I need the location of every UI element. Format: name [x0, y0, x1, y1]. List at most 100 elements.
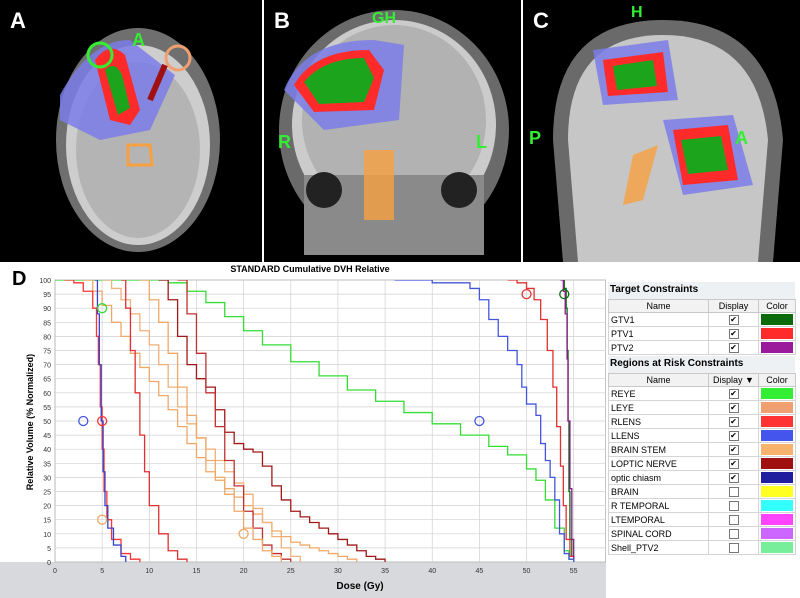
y-axis-ticks: 0 5 10 15 20 25 30 35 40 45 50 55 60 65 70 75 80 85 90 95 10…	[39, 278, 51, 567]
y-tick-label: 5	[47, 546, 51, 553]
display-checkbox[interactable]: ✔	[728, 342, 739, 353]
structure-name: Shell_PTV2	[608, 540, 709, 555]
display-checkbox[interactable]: ✔	[728, 472, 739, 483]
display-checkbox[interactable]	[728, 542, 739, 553]
panel-d: STANDARD Cumulative DVH Relative 0 5 10 15 2…	[0, 262, 800, 598]
color-swatch	[761, 416, 793, 427]
table-row[interactable]: PTV2 ✔	[608, 340, 796, 355]
color-cell[interactable]	[758, 540, 796, 555]
dvh-curve	[507, 280, 575, 562]
display-checkbox[interactable]: ✔	[728, 388, 739, 399]
table-row[interactable]: LEYE ✔	[608, 400, 796, 415]
table-row[interactable]: GTV1 ✔	[608, 312, 796, 327]
structure-name: R TEMPORAL	[608, 498, 709, 513]
panel-c-letter: C	[533, 8, 549, 33]
x-tick-label: 15	[193, 568, 201, 575]
column-header-color[interactable]: Color	[758, 373, 796, 387]
display-checkbox[interactable]	[728, 528, 739, 539]
x-tick-label: 40	[428, 568, 436, 575]
color-cell[interactable]	[758, 414, 796, 429]
display-cell: ✔	[708, 400, 759, 415]
color-swatch	[761, 314, 793, 325]
table-row[interactable]: BRAIN STEM ✔	[608, 442, 796, 457]
column-header-display[interactable]: Display	[708, 299, 759, 313]
x-tick-label: 0	[53, 568, 57, 575]
structure-name: PTV1	[608, 326, 709, 341]
color-swatch	[761, 458, 793, 469]
panel-b-letter: B	[274, 8, 290, 33]
dvh-curve	[121, 280, 188, 562]
color-cell[interactable]	[758, 470, 796, 485]
x-tick-label: 20	[240, 568, 248, 575]
display-checkbox[interactable]: ✔	[728, 402, 739, 413]
display-checkbox[interactable]: ✔	[728, 430, 739, 441]
structure-name: RLENS	[608, 414, 709, 429]
panel-c-label-top: H	[631, 4, 643, 21]
column-header-color[interactable]: Color	[758, 299, 796, 313]
color-cell[interactable]	[758, 456, 796, 471]
display-checkbox[interactable]: ✔	[728, 314, 739, 325]
column-header-display[interactable]: Display ▼	[708, 373, 759, 387]
structure-name: REYE	[608, 386, 709, 401]
chart-title: STANDARD Cumulative DVH Relative	[230, 264, 389, 274]
table-row[interactable]: RLENS ✔	[608, 414, 796, 429]
column-header-name[interactable]: Name	[608, 373, 709, 387]
color-cell[interactable]	[758, 526, 796, 541]
color-cell[interactable]	[758, 512, 796, 527]
column-header-name[interactable]: Name	[608, 299, 709, 313]
y-tick-label: 50	[43, 419, 51, 426]
color-cell[interactable]	[758, 386, 796, 401]
display-checkbox[interactable]: ✔	[728, 458, 739, 469]
y-tick-label: 0	[47, 560, 51, 567]
display-checkbox[interactable]: ✔	[728, 328, 739, 339]
color-cell[interactable]	[758, 498, 796, 513]
display-checkbox[interactable]	[728, 486, 739, 497]
table-row[interactable]: R TEMPORAL	[608, 498, 796, 513]
structure-name: LOPTIC NERVE	[608, 456, 709, 471]
color-cell[interactable]	[758, 428, 796, 443]
dvh-curve	[139, 280, 282, 562]
display-header-label: Display	[713, 375, 743, 385]
color-swatch	[761, 514, 793, 525]
table-row[interactable]: LLENS ✔	[608, 428, 796, 443]
y-tick-label: 85	[43, 320, 51, 327]
table-row[interactable]: PTV1 ✔	[608, 326, 796, 341]
panel-a-orientation-label: A	[132, 30, 145, 50]
oar-constraints-panel: Regions at Risk Constraints Name Display…	[608, 356, 796, 555]
table-row[interactable]: optic chiasm ✔	[608, 470, 796, 485]
display-checkbox[interactable]	[728, 514, 739, 525]
display-checkbox[interactable]: ✔	[728, 444, 739, 455]
color-cell[interactable]	[758, 340, 796, 355]
table-row[interactable]: REYE ✔	[608, 386, 796, 401]
color-cell[interactable]	[758, 312, 796, 327]
target-constraints-table: Name Display Color GTV1 ✔ PTV1 ✔ PTV2 ✔	[608, 299, 796, 355]
sort-down-icon[interactable]: ▼	[745, 375, 754, 385]
structure-name: GTV1	[608, 312, 709, 327]
x-tick-label: 35	[381, 568, 389, 575]
y-tick-label: 65	[43, 377, 51, 384]
table-row[interactable]: BRAIN	[608, 484, 796, 499]
table-row[interactable]: LOPTIC NERVE ✔	[608, 456, 796, 471]
target-constraints-panel: Target Constraints Name Display Color GT…	[608, 282, 796, 355]
constraint-marker	[559, 288, 570, 300]
display-cell: ✔	[708, 442, 759, 457]
constraint-marker	[474, 415, 485, 427]
table-row[interactable]: LTEMPORAL	[608, 512, 796, 527]
display-checkbox[interactable]: ✔	[728, 416, 739, 427]
table-row[interactable]: SPINAL CORD	[608, 526, 796, 541]
display-checkbox[interactable]	[728, 500, 739, 511]
color-cell[interactable]	[758, 442, 796, 457]
panel-a-letter: A	[10, 8, 26, 33]
y-tick-label: 10	[43, 532, 51, 539]
table-row[interactable]: Shell_PTV2	[608, 540, 796, 555]
display-cell	[708, 484, 759, 499]
panel-b-label-top: GH	[372, 10, 396, 27]
color-cell[interactable]	[758, 484, 796, 499]
color-cell[interactable]	[758, 326, 796, 341]
structure-name: SPINAL CORD	[608, 526, 709, 541]
color-cell[interactable]	[758, 400, 796, 415]
x-tick-label: 55	[570, 568, 578, 575]
constraint-marker	[521, 288, 532, 300]
axial-ct-image	[56, 28, 220, 252]
display-cell: ✔	[708, 456, 759, 471]
